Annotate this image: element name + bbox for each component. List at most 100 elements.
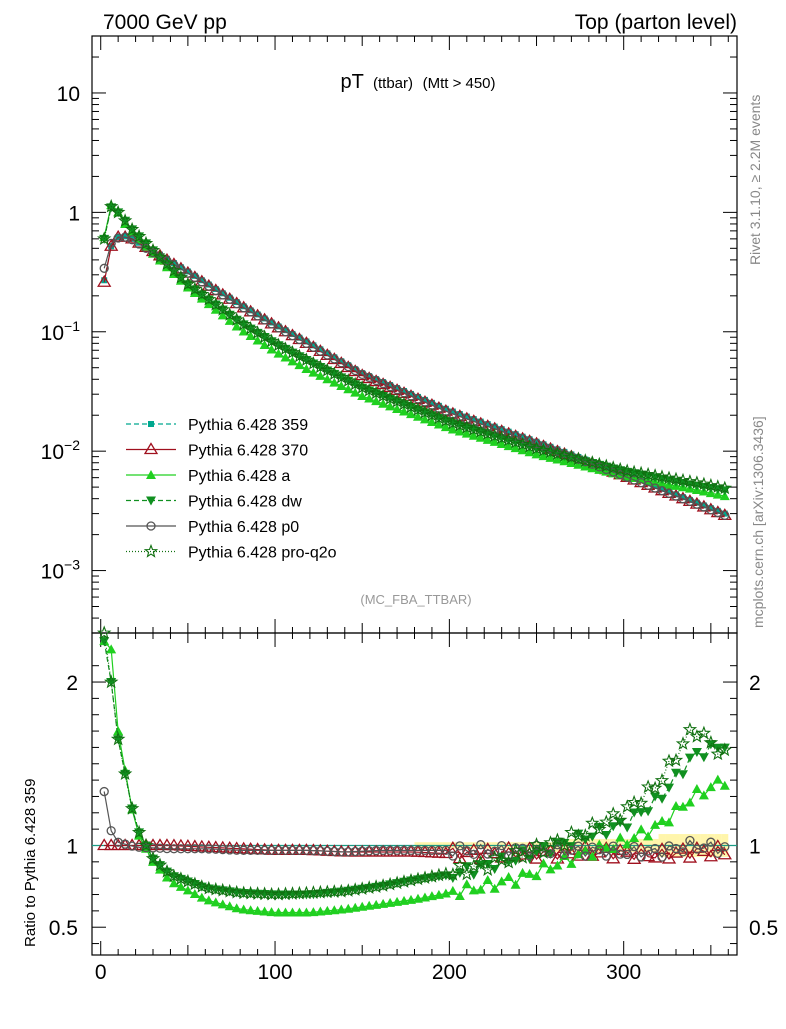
main-data-point [322,350,332,360]
main-y-tick-base: 1 [68,202,80,225]
ratio-y-tick-label: 0.5 [49,917,78,940]
main-data-point [719,491,730,501]
ratio-data-point [713,848,723,859]
ratio-data-point [138,837,154,852]
ratio-data-point [201,880,217,895]
ratio-data-point [152,857,168,872]
ratio-x-tick-label: 300 [606,961,641,984]
main-data-point [501,432,516,447]
ratio-data-point [176,844,186,854]
main-y-tick-base: 10 [41,561,64,584]
main-data-point [714,507,721,514]
ratio-data-point [364,900,375,910]
main-data-point [152,249,168,264]
main-data-point [633,465,649,480]
main-data-point [233,299,240,306]
ratio-data-point [336,847,346,857]
main-data-point [336,380,347,390]
main-data-point [278,341,293,355]
main-data-point [345,362,352,369]
main-data-point [380,379,387,386]
main-data-point [232,298,242,309]
ratio-data-point [559,850,570,860]
ratio-series-1 [99,636,730,917]
ratio-data-point [152,838,168,851]
main-data-point [640,466,656,481]
main-data-point [329,354,339,364]
ratio-data-point [168,878,179,888]
legend-entry: Pythia 6.428 370 [126,442,308,460]
ratio-data-point [698,753,709,763]
main-data-point [352,366,359,373]
ratio-data-point [682,850,698,863]
analysis-id: (MC_FBA_TTBAR) [360,592,471,607]
ratio-data-point [420,845,430,856]
ratio-data-point [601,851,611,861]
main-data-point [552,454,563,464]
ratio-data-point [329,846,339,857]
ratio-data-point [566,858,577,868]
ratio-data-point [159,838,175,851]
main-data-point [482,434,493,444]
main-data-point [487,428,502,443]
ratio-data-point [97,625,112,640]
ratio-data-point [678,847,688,857]
main-data-point [306,356,321,370]
main-data-point [219,290,226,297]
ratio-data-point [427,845,437,856]
ratio-data-point [494,852,509,867]
main-data-point [536,442,551,457]
ratio-axes: 0 100 200 300 0.5 0.5 1 1 2 2 [49,633,778,984]
main-y-tick-base: 10 [57,83,80,106]
ratio-data-point [392,845,402,856]
ratio-data-point [461,879,472,889]
ratio-data-point [399,845,409,856]
main-data-point [106,203,117,213]
ratio-data-point [99,786,109,797]
ratio-data-point [417,870,433,884]
ratio-data-point [452,857,467,872]
ratio-data-point [280,845,291,856]
main-data-point [707,505,714,512]
main-data-point [510,443,521,453]
ratio-data-point [636,824,647,834]
legend: Pythia 6.428 359 Pythia 6.428 370 Pythia 6… [126,417,337,562]
main-data-point [543,444,558,459]
main-data-point [392,403,403,413]
main-data-point [341,373,356,388]
ratio-series-3 [99,786,730,862]
main-data-point [215,301,230,316]
main-data-point [382,391,398,405]
main-y-tick-exp: −3 [64,557,80,573]
main-data-point [205,281,212,288]
main-data-point [406,409,417,419]
main-data-point [682,473,698,488]
main-data-point [480,426,495,440]
main-data-point [359,370,366,377]
ratio-data-point [712,774,723,784]
ratio-data-point [273,845,284,856]
ratio-data-point [224,901,235,911]
ratio-data-point [197,844,207,854]
main-data-point [369,374,384,387]
main-data-point [338,358,345,365]
ratio-data-point [371,845,381,856]
main-data-point [218,290,228,300]
main-data-point [280,352,291,362]
main-data-point [452,417,467,432]
main-data-point [672,491,679,498]
ratio-data-point [503,871,514,881]
main-data-point [426,416,437,426]
main-data-point [435,402,442,409]
main-data-point [557,448,572,462]
ratio-data-point [489,865,500,875]
main-data-point [605,460,621,475]
ratio-y-tick-label: 1 [66,835,78,858]
ratio-data-point [194,879,210,893]
ratio-y-tick-label-right: 1 [749,835,761,858]
ratio-data-point [231,903,242,913]
ratio-data-point [438,866,454,881]
ratio-data-point [717,742,732,757]
main-data-point [296,334,303,341]
